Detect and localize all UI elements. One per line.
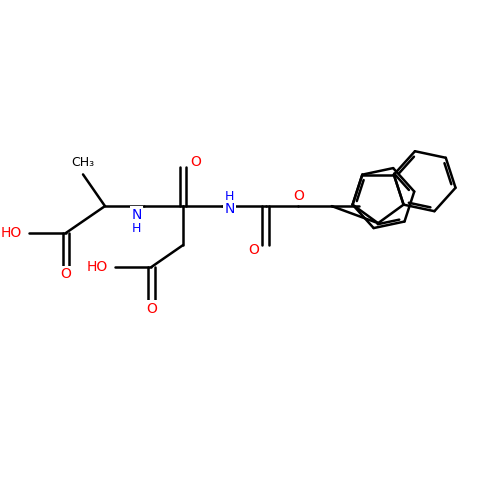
Text: O: O (60, 268, 72, 281)
Text: N: N (224, 202, 234, 215)
Text: H: H (132, 222, 141, 234)
Text: HO: HO (86, 260, 108, 274)
Text: O: O (248, 243, 259, 257)
Text: O: O (293, 190, 304, 203)
Text: H: H (224, 190, 234, 203)
Text: O: O (146, 302, 156, 316)
Text: HO: HO (1, 226, 22, 240)
Text: N: N (132, 208, 142, 222)
Text: CH₃: CH₃ (72, 156, 94, 168)
Text: O: O (190, 155, 200, 169)
